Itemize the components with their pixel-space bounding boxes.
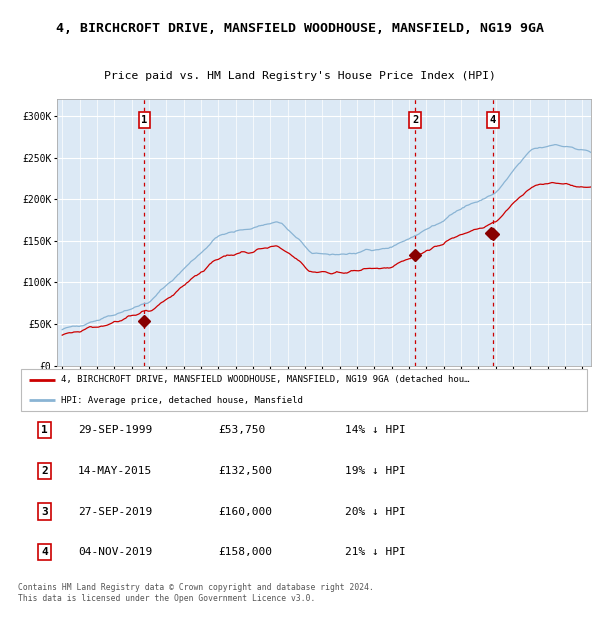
Text: 4: 4 (41, 547, 48, 557)
Text: £132,500: £132,500 (218, 466, 272, 476)
Text: £160,000: £160,000 (218, 507, 272, 516)
Text: £53,750: £53,750 (218, 425, 266, 435)
Text: 19% ↓ HPI: 19% ↓ HPI (344, 466, 406, 476)
FancyBboxPatch shape (21, 370, 587, 410)
Text: 29-SEP-1999: 29-SEP-1999 (78, 425, 152, 435)
Text: 20% ↓ HPI: 20% ↓ HPI (344, 507, 406, 516)
Text: 04-NOV-2019: 04-NOV-2019 (78, 547, 152, 557)
Text: 14% ↓ HPI: 14% ↓ HPI (344, 425, 406, 435)
Text: 4: 4 (490, 115, 496, 125)
Text: 2: 2 (412, 115, 418, 125)
Text: Contains HM Land Registry data © Crown copyright and database right 2024.
This d: Contains HM Land Registry data © Crown c… (18, 583, 374, 603)
Text: 4, BIRCHCROFT DRIVE, MANSFIELD WOODHOUSE, MANSFIELD, NG19 9GA: 4, BIRCHCROFT DRIVE, MANSFIELD WOODHOUSE… (56, 22, 544, 35)
Text: 2: 2 (41, 466, 48, 476)
Text: HPI: Average price, detached house, Mansfield: HPI: Average price, detached house, Mans… (61, 396, 303, 405)
Text: £158,000: £158,000 (218, 547, 272, 557)
Text: 27-SEP-2019: 27-SEP-2019 (78, 507, 152, 516)
Text: 1: 1 (141, 115, 148, 125)
Text: 4, BIRCHCROFT DRIVE, MANSFIELD WOODHOUSE, MANSFIELD, NG19 9GA (detached hou…: 4, BIRCHCROFT DRIVE, MANSFIELD WOODHOUSE… (61, 375, 469, 384)
Text: 3: 3 (41, 507, 48, 516)
Text: Price paid vs. HM Land Registry's House Price Index (HPI): Price paid vs. HM Land Registry's House … (104, 71, 496, 81)
Text: 1: 1 (41, 425, 48, 435)
Text: 14-MAY-2015: 14-MAY-2015 (78, 466, 152, 476)
Text: 21% ↓ HPI: 21% ↓ HPI (344, 547, 406, 557)
